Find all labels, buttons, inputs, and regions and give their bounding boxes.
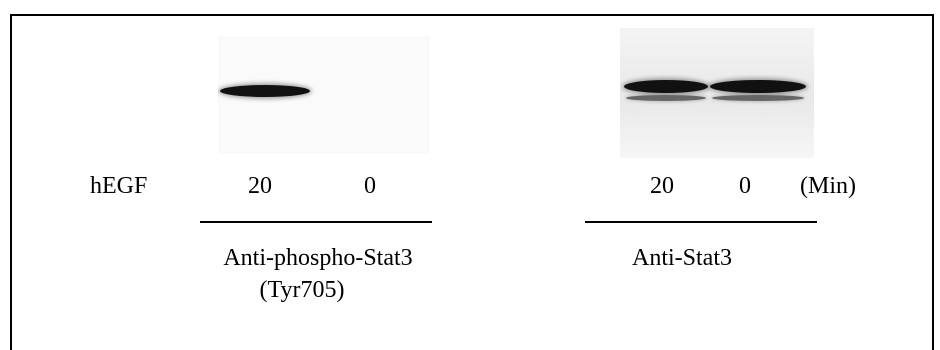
phospho-lane-1-time: 20: [248, 173, 272, 199]
phospho-stat3-band-lane-1: [220, 85, 310, 97]
frame-left-border: [10, 14, 12, 350]
stat3-antibody-label: Anti-Stat3: [632, 245, 732, 271]
phospho-stat3-antibody-label: Anti-phospho-Stat3: [223, 245, 413, 271]
stat3-lane-1-time: 20: [650, 173, 674, 199]
stat3-band-lane-1: [624, 80, 708, 93]
stat3-lane-2-time: 0: [739, 173, 751, 199]
stat3-lower-band-lane-1: [626, 95, 706, 101]
phospho-lane-2-time: 0: [364, 173, 376, 199]
stat3-blot: [620, 28, 814, 158]
phospho-stat3-antibody-sublabel: (Tyr705): [259, 277, 345, 303]
stat3-band-lane-2: [710, 80, 806, 93]
stat3-lower-band-lane-2: [712, 95, 804, 101]
frame-top-border: [10, 14, 934, 16]
time-unit-label: (Min): [800, 173, 856, 199]
phospho-stat3-underline: [200, 221, 432, 223]
stat3-blot-haze: [620, 28, 814, 158]
stat3-underline: [585, 221, 817, 223]
frame-right-border: [932, 14, 934, 350]
treatment-label: hEGF: [90, 173, 148, 199]
phospho-stat3-blot: [218, 36, 430, 154]
